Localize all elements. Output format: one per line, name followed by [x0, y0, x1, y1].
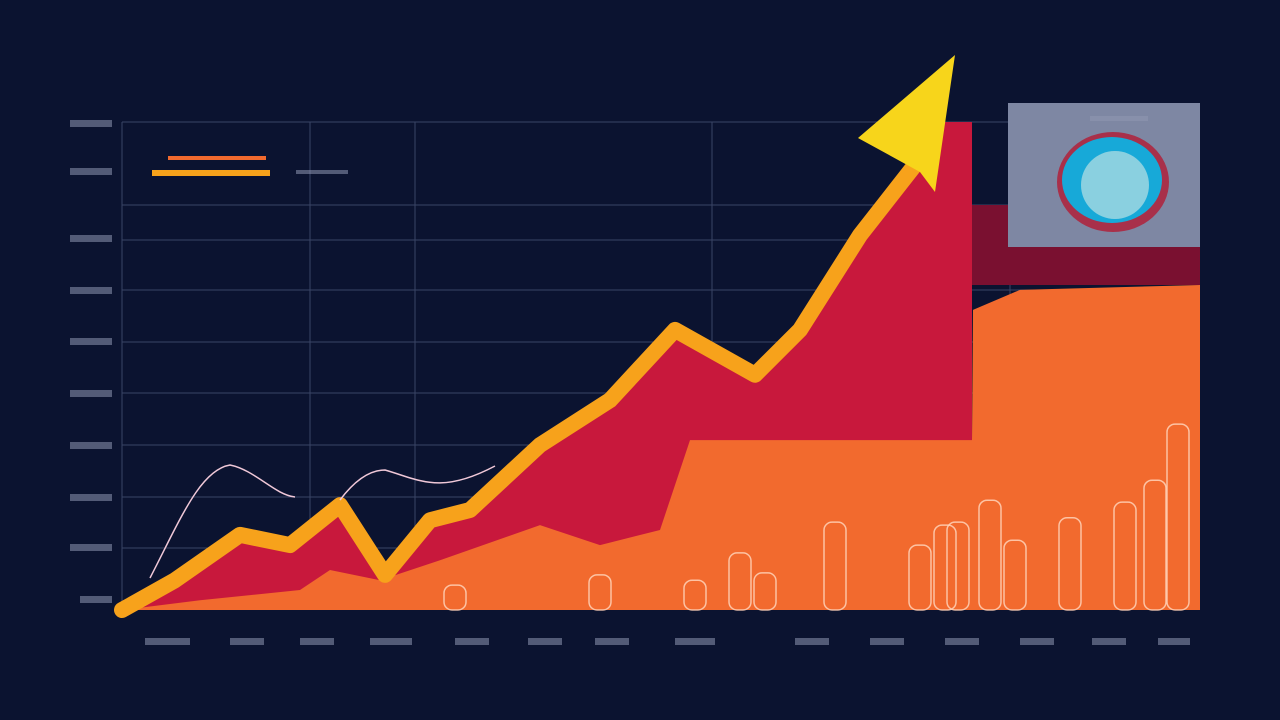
thin-curve	[149, 464, 496, 579]
bar	[1166, 423, 1190, 611]
inset-panel	[1008, 103, 1200, 247]
bar	[588, 574, 612, 611]
bar	[1058, 517, 1082, 611]
axis-label-placeholders	[70, 120, 1190, 645]
bar	[933, 524, 957, 611]
line	[114, 156, 923, 618]
bar	[978, 499, 1002, 611]
bar	[1143, 479, 1167, 611]
bar	[728, 552, 752, 611]
bar	[683, 579, 707, 611]
bar	[1113, 501, 1137, 611]
bar	[753, 572, 777, 611]
bar	[1003, 539, 1027, 611]
bar	[908, 544, 932, 611]
bar	[823, 521, 847, 611]
arrow-head	[858, 55, 955, 192]
bar	[946, 521, 970, 611]
area	[122, 284, 1200, 610]
legend-decoration	[152, 156, 348, 176]
bar	[443, 584, 467, 611]
marks	[114, 122, 1200, 618]
